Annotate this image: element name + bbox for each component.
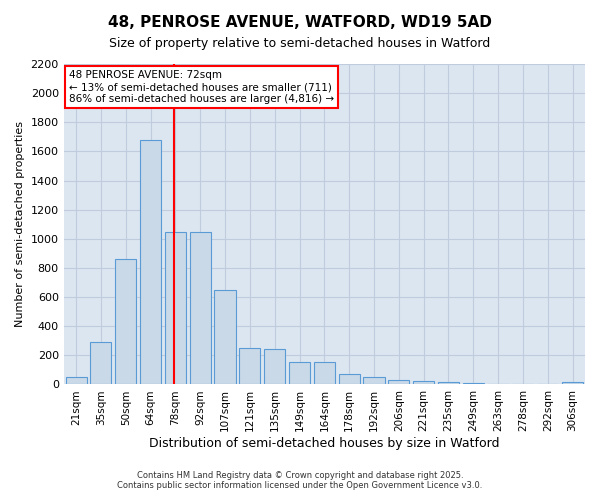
Bar xyxy=(190,232,211,384)
X-axis label: Distribution of semi-detached houses by size in Watford: Distribution of semi-detached houses by … xyxy=(149,437,500,450)
Y-axis label: Number of semi-detached properties: Number of semi-detached properties xyxy=(15,121,25,327)
Bar xyxy=(338,374,360,384)
Bar xyxy=(413,381,434,384)
Bar xyxy=(140,140,161,384)
Bar xyxy=(65,377,86,384)
Text: Size of property relative to semi-detached houses in Watford: Size of property relative to semi-detach… xyxy=(109,38,491,51)
Text: 48 PENROSE AVENUE: 72sqm
← 13% of semi-detached houses are smaller (711)
86% of : 48 PENROSE AVENUE: 72sqm ← 13% of semi-d… xyxy=(69,70,334,104)
Text: Contains HM Land Registry data © Crown copyright and database right 2025.
Contai: Contains HM Land Registry data © Crown c… xyxy=(118,470,482,490)
Bar xyxy=(562,382,583,384)
Bar xyxy=(388,380,409,384)
Bar xyxy=(463,383,484,384)
Bar xyxy=(314,362,335,384)
Bar xyxy=(364,377,385,384)
Bar xyxy=(91,342,112,384)
Bar xyxy=(165,232,186,384)
Bar xyxy=(239,348,260,385)
Bar xyxy=(115,259,136,384)
Bar xyxy=(289,362,310,384)
Bar xyxy=(438,382,459,384)
Bar xyxy=(214,290,236,384)
Bar xyxy=(264,350,285,384)
Text: 48, PENROSE AVENUE, WATFORD, WD19 5AD: 48, PENROSE AVENUE, WATFORD, WD19 5AD xyxy=(108,15,492,30)
